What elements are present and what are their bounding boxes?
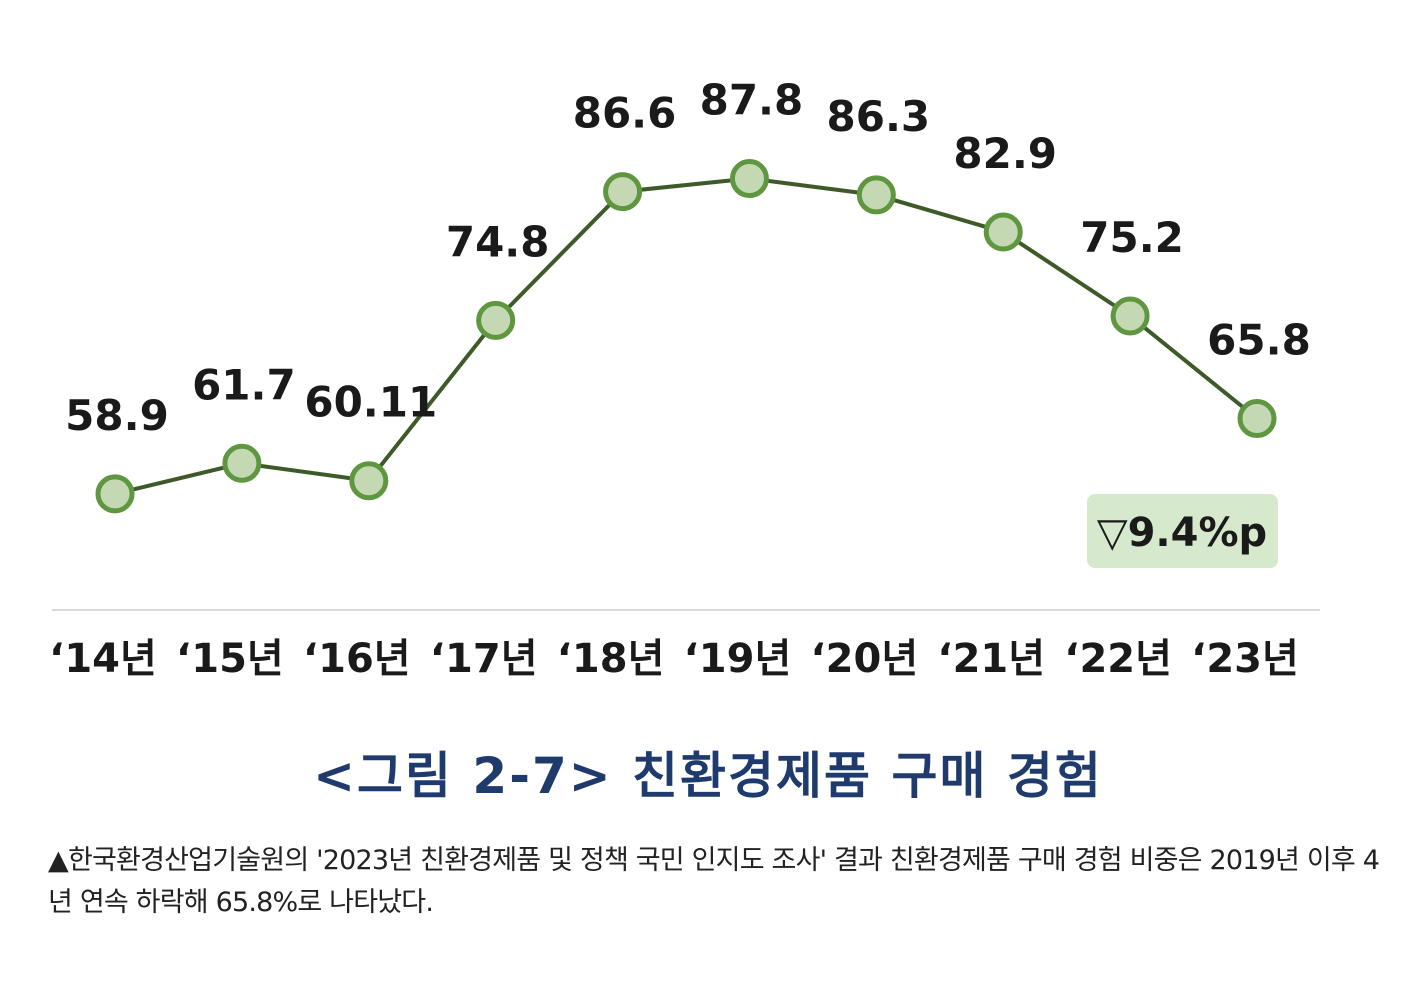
data-label: 75.2 bbox=[1080, 213, 1184, 262]
change-annotation: ▽9.4%p bbox=[1087, 494, 1278, 568]
x-tick-label: ‘23년 bbox=[1191, 636, 1299, 682]
x-tick-label: ‘16년 bbox=[303, 636, 411, 682]
x-tick-label: ‘15년 bbox=[176, 636, 284, 682]
data-label: 87.8 bbox=[700, 76, 804, 125]
data-point bbox=[222, 443, 262, 483]
x-tick-label: ‘18년 bbox=[557, 636, 665, 682]
data-label: 61.7 bbox=[192, 360, 296, 409]
x-tick-label: ‘22년 bbox=[1064, 636, 1172, 682]
data-point bbox=[729, 159, 769, 199]
data-label: 65.8 bbox=[1207, 316, 1311, 365]
data-label: 82.9 bbox=[953, 129, 1057, 178]
data-label: 58.9 bbox=[65, 391, 169, 440]
x-tick-label: ‘21년 bbox=[937, 636, 1045, 682]
series-line bbox=[114, 176, 1259, 496]
data-point bbox=[856, 175, 896, 215]
line-chart: 58.9 61.7 60.11 74.8 86.6 87.8 86.3 82.9 75.2 65.… bbox=[49, 76, 1320, 682]
annotation-text: ▽9.4%p bbox=[1097, 510, 1267, 556]
figure-title: <그림 2-7> 친환경제품 구매 경험 bbox=[313, 747, 1103, 805]
data-point bbox=[95, 474, 135, 514]
data-point bbox=[476, 300, 516, 340]
data-label: 74.8 bbox=[446, 217, 550, 266]
data-label: 86.3 bbox=[827, 92, 931, 141]
data-label: 60.11 bbox=[304, 378, 437, 427]
photo-caption: ▲한국환경산업기술원의 '2023년 친환경제품 및 정책 국민 인지도 조사'… bbox=[48, 845, 1380, 918]
data-point bbox=[1110, 296, 1150, 336]
data-point bbox=[983, 212, 1023, 252]
annotation-badge bbox=[1087, 494, 1278, 568]
data-point bbox=[349, 461, 389, 501]
x-tick-label: ‘20년 bbox=[810, 636, 918, 682]
data-point bbox=[1237, 399, 1277, 439]
data-label: 86.6 bbox=[573, 89, 677, 138]
x-tick-label: ‘14년 bbox=[49, 636, 157, 682]
data-point bbox=[603, 172, 643, 212]
x-tick-label: ‘17년 bbox=[430, 636, 538, 682]
x-tick-label: ‘19년 bbox=[684, 636, 792, 682]
